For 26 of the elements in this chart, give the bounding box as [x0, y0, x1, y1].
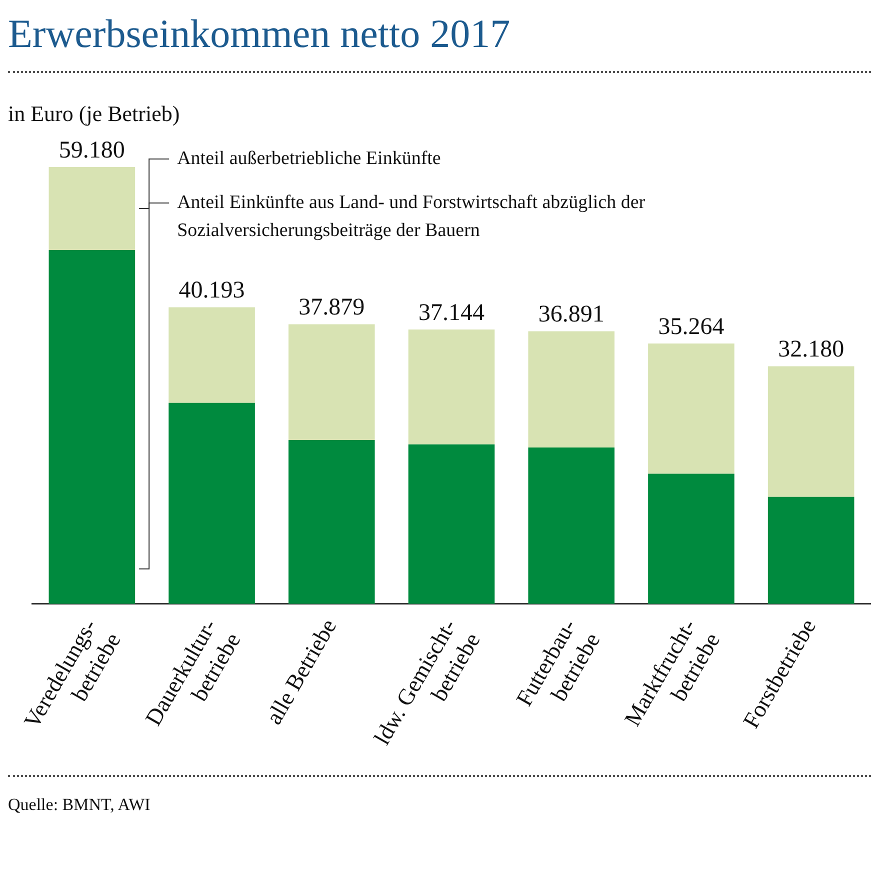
bar [768, 366, 854, 497]
annotation: 40.193 [178, 278, 245, 304]
annotation: 37.879 [298, 294, 365, 321]
bar [648, 344, 734, 474]
bar [48, 250, 136, 604]
annotation: 32.180 [778, 336, 844, 363]
bar [48, 167, 136, 250]
text: Anteil außerbetriebliche Einkünfte [177, 148, 441, 169]
bar [288, 324, 375, 440]
bar [168, 402, 255, 604]
bar [528, 447, 615, 604]
bar [528, 331, 615, 448]
bar [768, 496, 854, 604]
bar [288, 440, 375, 604]
annotation: 59.180 [58, 137, 125, 164]
bar [408, 444, 495, 604]
annotation: 36.891 [538, 302, 604, 328]
bar [168, 307, 255, 403]
chart-subtitle: in Euro (je Betrieb) [8, 100, 181, 127]
annotation: 35.264 [658, 314, 724, 340]
bar [648, 474, 734, 604]
bar [408, 330, 495, 444]
chart-title: Erwerbseinkommen netto 2017 [8, 10, 512, 58]
source-note: Quelle: BMNT, AWI [8, 794, 152, 815]
text: Anteil Einkünfte aus Land- und Forstwirtschaft abzüglich der Sozialversicherungsbeiträge der Bauern [177, 192, 646, 241]
annotation: 37.144 [418, 300, 484, 326]
